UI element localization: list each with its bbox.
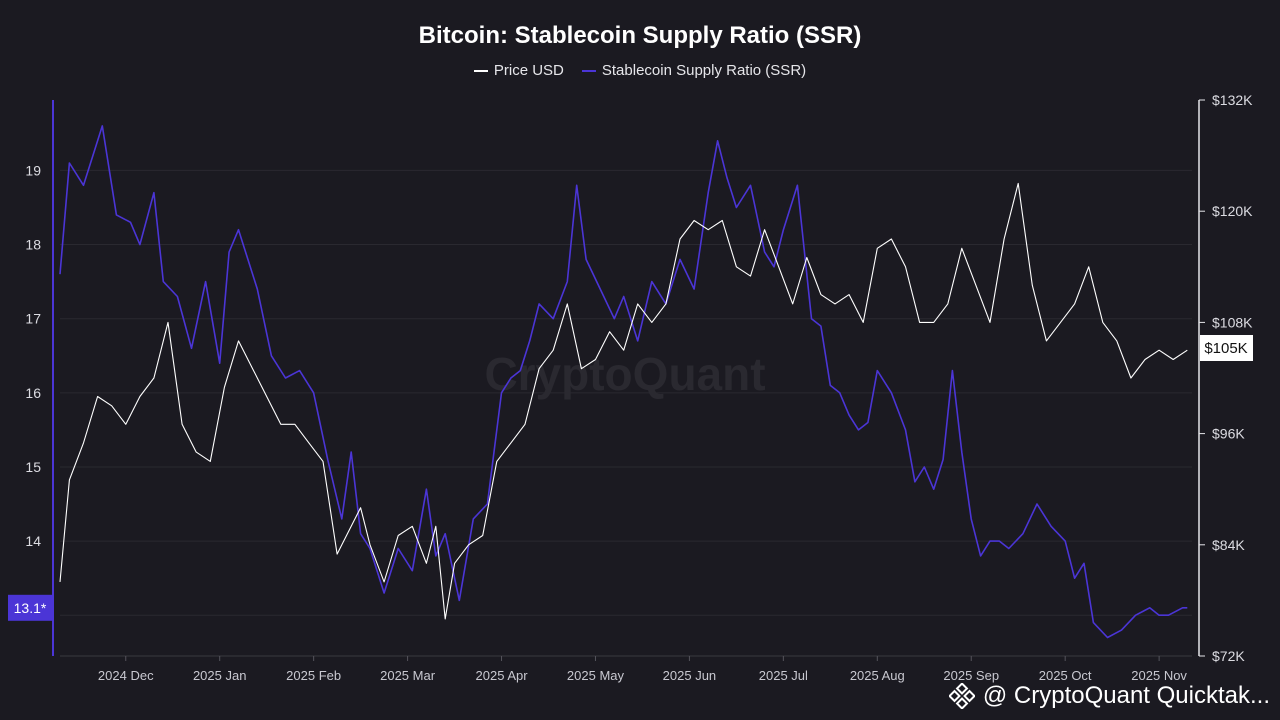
chart-title: Bitcoin: Stablecoin Supply Ratio (SSR) xyxy=(418,22,862,49)
legend-swatch-ssr xyxy=(581,69,596,72)
x-tick-label: 2025 Oct xyxy=(1039,668,1092,683)
x-tick-label: 2025 Jul xyxy=(759,668,808,683)
center-watermark: CryptoQuant xyxy=(484,348,765,400)
left-tick-label: 18 xyxy=(25,237,41,253)
chart-legend: Price USD Stablecoin Supply Ratio (SSR) xyxy=(0,62,1280,79)
legend-item-price[interactable]: Price USD xyxy=(473,62,564,79)
current-price-label: $105K xyxy=(1200,335,1253,361)
legend-label-ssr: Stablecoin Supply Ratio (SSR) xyxy=(601,62,807,79)
x-tick-label: 2025 May xyxy=(567,668,625,683)
right-tick-label: $96K xyxy=(1212,426,1245,442)
x-tick-label: 2025 Jun xyxy=(663,668,717,683)
legend-label-price: Price USD xyxy=(493,62,564,79)
price-series-line xyxy=(59,182,1188,620)
left-tick-label: 15 xyxy=(25,459,41,475)
left-tick-label: 19 xyxy=(25,162,41,178)
right-tick-label: $72K xyxy=(1212,648,1245,664)
legend-swatch-price xyxy=(473,69,488,72)
x-tick-label: 2025 Sep xyxy=(943,668,999,683)
left-tick-label: 16 xyxy=(25,385,41,401)
left-tick-label: 17 xyxy=(25,311,41,327)
x-axis-ticks: 2024 Dec 2025 Jan 2025 Feb 2025 Mar 2025 Apr… xyxy=(98,656,1187,683)
series-lines xyxy=(59,125,1188,639)
corner-watermark-text: @ CryptoQuant Quicktak... xyxy=(982,682,1270,709)
right-tick-label: $120K xyxy=(1212,203,1253,219)
left-axis-ticks: 19181716151413 xyxy=(25,162,41,623)
ssr-series-line xyxy=(59,125,1188,639)
x-tick-label: 2025 Feb xyxy=(286,668,341,683)
x-tick-label: 2025 Jan xyxy=(193,668,247,683)
x-tick-label: 2025 Apr xyxy=(476,668,529,683)
binance-logo-icon xyxy=(948,683,975,709)
right-tick-label: $84K xyxy=(1212,537,1245,553)
x-tick-label: 2024 Dec xyxy=(98,668,154,683)
left-tick-label: 14 xyxy=(25,533,41,549)
legend-item-ssr[interactable]: Stablecoin Supply Ratio (SSR) xyxy=(581,62,807,79)
x-tick-label: 2025 Aug xyxy=(850,668,905,683)
gridlines xyxy=(60,169,1192,616)
current-ssr-value: 13.1* xyxy=(14,600,47,616)
corner-watermark: @ CryptoQuant Quicktak... xyxy=(948,682,1270,710)
right-tick-label: $132K xyxy=(1212,92,1253,108)
current-ssr-label: 13.1* xyxy=(8,594,53,621)
x-tick-label: 2025 Mar xyxy=(380,668,436,683)
current-price-value: $105K xyxy=(1204,340,1247,357)
right-tick-label: $108K xyxy=(1212,314,1253,330)
x-tick-label: 2025 Nov xyxy=(1131,668,1187,683)
right-axis-ticks: $132K $120K $108K $96K $84K $72K xyxy=(1199,92,1253,664)
